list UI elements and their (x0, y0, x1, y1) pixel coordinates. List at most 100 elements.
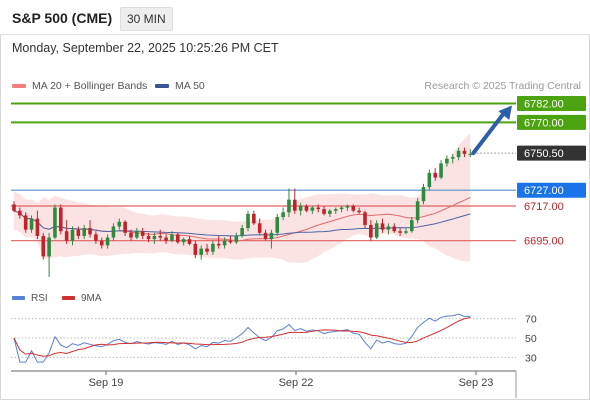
candle (111, 223, 116, 241)
candle-body (199, 248, 203, 255)
ma20-swatch (12, 84, 26, 89)
candle-body (18, 210, 22, 216)
target-arrow-head (498, 105, 512, 120)
candle (468, 149, 473, 158)
current-price-label: 6750.50 (517, 145, 586, 161)
current-price-label-text: 6750.50 (524, 148, 564, 160)
candle-body (450, 157, 455, 159)
rsi-swatch (12, 296, 25, 301)
candle (287, 188, 291, 218)
candle-body (240, 228, 244, 236)
candle (404, 228, 408, 235)
candle (310, 205, 315, 214)
candle (222, 237, 227, 249)
candle (240, 224, 244, 238)
candle (164, 234, 168, 244)
candle (170, 231, 174, 243)
candle-body (281, 212, 285, 218)
datetime-label: Monday, September 22, 2025 10:25:26 PM C… (12, 41, 279, 55)
candle-body (94, 234, 98, 241)
candle-body (421, 187, 426, 202)
legend-rsi: RSI (12, 293, 48, 304)
candle-body (205, 248, 209, 252)
candle (339, 205, 344, 213)
candle (187, 235, 192, 246)
candle (298, 202, 303, 216)
current-price-label-bg (517, 145, 586, 161)
candle (176, 232, 180, 244)
candle (146, 232, 151, 243)
candle-body (76, 229, 81, 236)
candle (193, 240, 198, 259)
candle-body (35, 218, 40, 236)
candle (462, 147, 467, 158)
level-label-6770.00: 6770.00 (517, 114, 586, 130)
candle (445, 155, 449, 167)
rsi-label: RSI (31, 293, 48, 304)
rsi-line (13, 313, 471, 363)
rsi-ma-swatch (62, 296, 75, 301)
legend-ma50: MA 50 (155, 80, 205, 92)
candle-body (410, 220, 414, 232)
candle (374, 220, 379, 240)
candle-body (47, 237, 51, 257)
candle-body (257, 223, 262, 233)
candle (369, 220, 373, 241)
level-label-6717.00: 6717.00 (524, 201, 564, 213)
ma50-label: MA 50 (175, 80, 205, 92)
candle (41, 232, 46, 260)
candle-body (211, 243, 215, 252)
candle (293, 188, 297, 214)
candle (135, 228, 139, 240)
candle-body (193, 243, 198, 255)
candle-body (328, 210, 332, 214)
candle (427, 169, 432, 191)
candle (415, 198, 420, 224)
candle-body (456, 150, 461, 158)
candle-body (293, 199, 297, 211)
candle (129, 229, 133, 241)
candle-body (468, 153, 473, 155)
candle (94, 231, 98, 244)
chart-header: S&P 500 (CME) 30 MIN (0, 0, 590, 35)
level-label-6770.00-bg (517, 114, 586, 130)
x-tick-label: Sep 23 (459, 377, 494, 389)
candle-body (135, 231, 139, 238)
candle-body (170, 234, 174, 241)
candle-body (374, 223, 379, 238)
candle-body (59, 207, 63, 232)
candle (380, 218, 385, 233)
candle-body (82, 228, 86, 236)
candle-body (146, 235, 151, 240)
candle (53, 204, 57, 240)
timeframe-button[interactable]: 30 MIN (120, 7, 173, 31)
candle-body (287, 199, 291, 213)
candle (439, 160, 443, 180)
candle (64, 220, 69, 244)
candle (410, 217, 414, 233)
candle (88, 220, 92, 238)
candle (29, 215, 34, 233)
candle (363, 210, 367, 229)
candle (205, 243, 209, 255)
candle-body (53, 207, 57, 238)
candle (140, 228, 145, 240)
candle (386, 223, 391, 235)
candle-body (29, 218, 34, 230)
candle-body (298, 205, 303, 211)
candle (257, 218, 262, 235)
candle-body (339, 207, 344, 210)
rsi-level-label: 70 (525, 314, 537, 326)
candle (252, 210, 256, 225)
candle-body (439, 163, 443, 178)
candle (392, 223, 397, 233)
candle (234, 232, 239, 244)
candle (275, 213, 280, 236)
candle (421, 183, 426, 205)
candle-body (445, 158, 449, 164)
candle (76, 226, 81, 240)
candle (456, 147, 461, 161)
candle (181, 237, 186, 246)
candle-body (158, 235, 163, 238)
